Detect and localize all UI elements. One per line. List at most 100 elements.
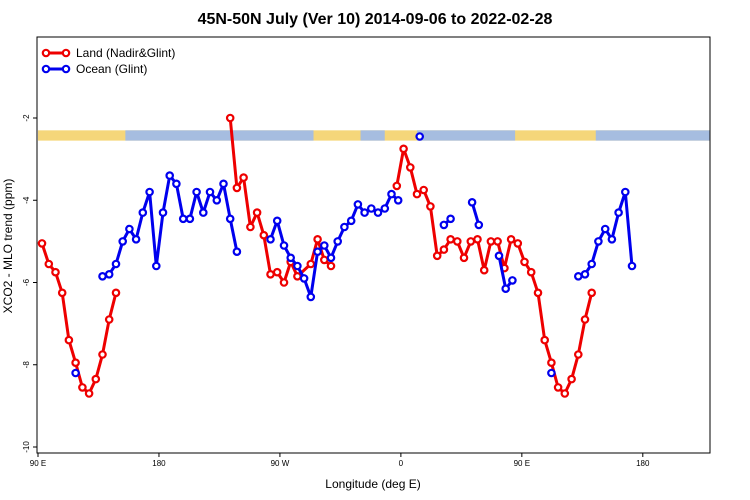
series-1-point-5-0 [467, 198, 477, 207]
legend-label-0: Land (Nadir&Glint) [76, 46, 175, 60]
series-0-point-2-14 [486, 237, 496, 246]
series-0-point-2-23 [547, 358, 556, 368]
series-0-point-1-4 [252, 208, 262, 217]
series-1-point-8-6 [614, 208, 623, 217]
series-0-point-2-17 [506, 235, 516, 244]
series-1-point-4-0 [439, 220, 449, 230]
series-1-point-1-1 [104, 269, 114, 279]
legend-marker-b-1 [61, 64, 71, 74]
series-1-line-1 [102, 174, 239, 278]
series-0-point-1-5 [259, 230, 269, 240]
x-axis-label: Longitude (deg E) [325, 477, 420, 491]
series-1-point-6-1 [501, 284, 511, 294]
series-0-point-2-1 [399, 144, 408, 154]
legend-marker-a-1 [41, 64, 51, 74]
series-0-point-2-11 [466, 237, 476, 246]
series-1-point-1-7 [145, 187, 154, 197]
series-1-point-8-0 [573, 271, 583, 281]
series-0-line-2 [395, 147, 594, 395]
series-1-point-3-0 [415, 132, 425, 141]
series-1-point-8-4 [600, 224, 610, 234]
band-ocean-1 [360, 130, 385, 141]
series-0-point-2-10 [459, 253, 469, 263]
legend-marker-a-0 [41, 48, 51, 58]
series-1-point-8-7 [620, 187, 630, 197]
series-0-point-2-25 [560, 389, 570, 398]
series-1-point-5-1 [474, 220, 484, 230]
series-0-point-2-29 [587, 288, 597, 298]
series-0 [37, 113, 597, 398]
series-0-point-1-7 [272, 267, 282, 277]
series-1-point-2-18 [387, 189, 396, 199]
series-1-point-1-10 [165, 171, 175, 180]
series-0-point-2-7 [439, 245, 449, 254]
series-1 [71, 132, 637, 378]
series-1-point-1-8 [152, 261, 161, 271]
series-1-point-1-20 [232, 247, 242, 257]
series-0-point-2-5 [426, 202, 435, 211]
series-1-point-1-0 [98, 271, 107, 281]
y-tick-label-2: -6 [22, 278, 31, 286]
series-0-point-1-3 [246, 222, 255, 232]
series-0-point-2-26 [567, 374, 576, 384]
band-ocean-0 [125, 130, 314, 141]
x-tick-label-3: 0 [399, 459, 404, 468]
x-tick-label-5: 180 [636, 459, 650, 468]
series-0-point-2-8 [446, 235, 455, 244]
series-0-point-1-13 [319, 255, 329, 265]
chart-title: 45N-50N July (Ver 10) 2014-09-06 to 2022… [198, 11, 553, 28]
x-axis-ticks: 90 E 180 90 W 0 90 E 180 [30, 453, 650, 468]
series-0-point-2-24 [553, 383, 563, 392]
series-1-point-1-2 [111, 259, 121, 269]
legend: Land (Nadir&Glint) Ocean (Glint) [41, 46, 175, 76]
series-0-point-1-10 [293, 271, 302, 281]
series-0-point-1-6 [266, 269, 275, 279]
series-1-point-2-1 [272, 216, 282, 226]
series-0-point-1-1 [232, 183, 242, 193]
x-tick-label-0: 90 E [30, 459, 46, 468]
series-0-point-2-0 [392, 181, 402, 191]
series-1-point-1-17 [212, 196, 222, 205]
series-0-point-0-4 [64, 335, 74, 345]
series-0-point-1-12 [313, 235, 322, 244]
series-1-point-1-11 [172, 179, 181, 189]
series-0-point-0-9 [98, 350, 107, 359]
series-1-point-2-3 [286, 253, 296, 263]
series-0-point-2-28 [580, 315, 590, 324]
series-1-point-2-4 [293, 261, 302, 271]
plot-frame [36, 36, 711, 454]
series-1-point-2-6 [306, 292, 316, 302]
series-1-point-2-11 [340, 222, 349, 232]
series-1-point-1-9 [158, 208, 168, 217]
series-0-point-0-2 [51, 267, 60, 277]
series-layer [37, 113, 637, 398]
series-1-point-2-8 [319, 241, 329, 250]
series-1-point-8-5 [607, 235, 617, 244]
series-0-point-2-18 [513, 239, 523, 248]
x-tick-label-4: 90 E [514, 459, 530, 468]
series-0-point-2-12 [473, 235, 482, 244]
series-0-point-2-13 [479, 265, 489, 275]
series-0-point-2-3 [412, 189, 422, 199]
y-tick-label-3: -8 [22, 361, 31, 369]
legend-label-1: Ocean (Glint) [76, 62, 147, 76]
series-0-point-1-14 [326, 261, 336, 271]
series-1-point-2-17 [380, 204, 390, 213]
series-1-point-1-6 [138, 208, 148, 217]
series-0-point-0-1 [44, 259, 54, 269]
series-0-point-2-19 [520, 257, 529, 267]
x-tick-label-1: 180 [152, 459, 166, 468]
y-axis-ticks: -2 -4 -6 -8 -10 [22, 114, 37, 453]
series-1-point-1-4 [125, 224, 134, 234]
series-1-point-8-3 [594, 237, 603, 246]
series-1-point-2-7 [313, 247, 322, 257]
series-1-point-1-16 [205, 187, 215, 197]
series-1-point-8-8 [627, 261, 637, 271]
series-1-point-2-0 [266, 235, 275, 244]
series-0-point-1-2 [239, 173, 248, 182]
series-1-point-2-19 [393, 196, 403, 205]
series-1-point-2-2 [279, 241, 289, 250]
series-1-line-8 [577, 190, 634, 278]
series-1-point-1-5 [131, 235, 141, 244]
x-tick-label-2: 90 W [271, 459, 290, 468]
